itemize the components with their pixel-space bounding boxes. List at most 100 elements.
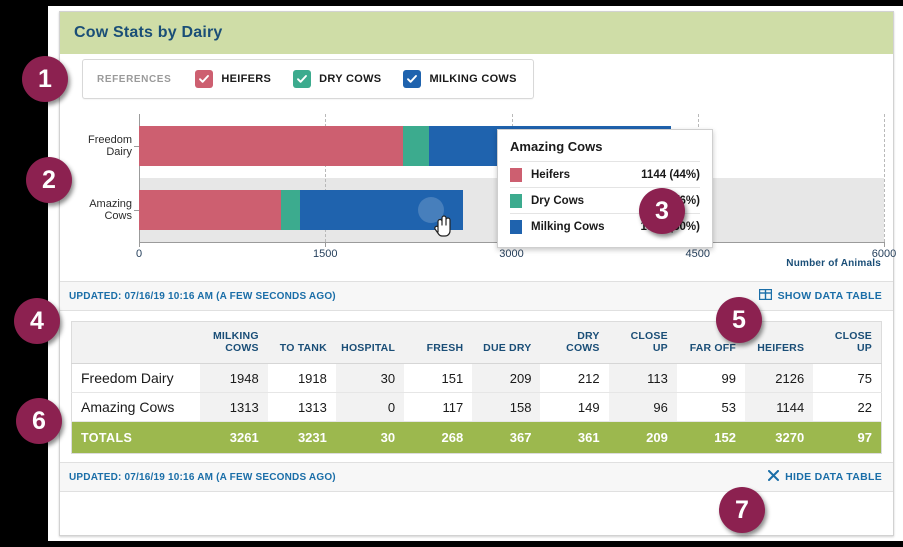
tooltip-label: Milking Cows xyxy=(531,221,605,233)
page-title: Cow Stats by Dairy xyxy=(74,24,223,41)
chart-x-tick-label: 3000 xyxy=(499,248,524,260)
table-cell: 212 xyxy=(540,363,609,393)
table-header-cell: DUE DRY xyxy=(472,321,541,364)
table-totals-cell: 152 xyxy=(676,421,745,454)
table-totals-cell: 30 xyxy=(335,421,405,454)
table-grid-icon xyxy=(758,288,772,303)
status-bar-bottom: UPDATED: 07/16/19 10:16 AM (A FEW SECOND… xyxy=(60,462,893,492)
tooltip-label: Heifers xyxy=(531,169,570,181)
table-header-cell: TO TANK xyxy=(267,321,336,364)
show-data-table-button[interactable]: SHOW DATA TABLE xyxy=(758,288,882,303)
callout-badge-1: 1 xyxy=(22,56,68,102)
table-row-label: Freedom Dairy xyxy=(71,363,200,393)
chart-tooltip: Amazing Cows Heifers 1144 (44%) Dry Cows… xyxy=(497,129,713,248)
table-header-cell: MILKING COWS xyxy=(199,321,268,364)
legend-item-heifers[interactable]: HEIFERS xyxy=(195,70,271,88)
table-header-cell: FRESH xyxy=(404,321,473,364)
chart-category-tick xyxy=(134,210,139,211)
chart-x-tick-label: 6000 xyxy=(871,248,897,260)
callout-badge-3: 3 xyxy=(639,188,685,234)
callout-badge-2: 2 xyxy=(26,157,72,203)
tooltip-swatch-icon xyxy=(510,220,522,234)
callout-badge-6: 6 xyxy=(16,398,62,444)
callout-badge-7: 7 xyxy=(719,487,765,533)
mouse-cursor xyxy=(432,212,454,243)
table-totals-cell: 3261 xyxy=(199,421,268,454)
tooltip-value: 1144 (44%) xyxy=(641,169,700,181)
chart-category-label: Freedom Dairy xyxy=(87,134,132,158)
tooltip-row-heifers: Heifers 1144 (44%) xyxy=(510,161,700,187)
references-label: REFERENCES xyxy=(97,73,172,85)
table-totals-cell: 3231 xyxy=(267,421,336,454)
chart-segment-dry-cows[interactable] xyxy=(281,190,300,230)
data-table: MILKING COWS TO TANK HOSPITAL FRESH DUE … xyxy=(71,321,882,454)
chart-segment-heifers[interactable] xyxy=(139,190,282,230)
legend-item-milking-cows[interactable]: MILKING COWS xyxy=(403,70,516,88)
chart-x-tick xyxy=(325,242,327,247)
table-cell: 22 xyxy=(813,392,882,422)
table-totals-cell: 367 xyxy=(472,421,541,454)
table-row: Amazing Cows 1313 1313 0 117 158 149 96 … xyxy=(71,392,882,422)
hide-data-table-button[interactable]: HIDE DATA TABLE xyxy=(768,470,882,484)
stacked-bar-chart: 0 1500 3000 4500 6000 Freedom Dairy Amazing Co… xyxy=(72,106,896,281)
references-row: REFERENCES HEIFERS DRY COWS xyxy=(60,54,893,106)
chart-category-tick xyxy=(134,146,139,147)
table-cell: 0 xyxy=(335,392,405,422)
hide-data-table-label: HIDE DATA TABLE xyxy=(785,471,882,483)
table-header-cell: HOSPITAL xyxy=(335,321,405,364)
callout-badge-5: 5 xyxy=(716,297,762,343)
table-cell: 113 xyxy=(608,363,677,393)
cow-stats-card: Cow Stats by Dairy REFERENCES HEIFERS DR… xyxy=(59,11,896,536)
checkbox-checked-icon[interactable] xyxy=(403,70,422,88)
tooltip-swatch-icon xyxy=(510,194,522,208)
table-header-cell: CLOSE UP xyxy=(608,321,677,364)
table-totals-cell: 209 xyxy=(608,421,677,454)
table-cell: 1313 xyxy=(267,392,336,422)
chart-hover-highlight xyxy=(417,197,444,223)
table-totals-cell: 268 xyxy=(404,421,473,454)
table-cell: 53 xyxy=(676,392,745,422)
close-x-icon xyxy=(768,470,780,484)
table-header-cell: DRY COWS xyxy=(540,321,609,364)
card-header: Cow Stats by Dairy xyxy=(60,12,893,54)
chart-segment-milking-cows[interactable] xyxy=(299,190,463,230)
table-cell: 1918 xyxy=(267,363,336,393)
table-row: Freedom Dairy 1948 1918 30 151 209 212 1… xyxy=(71,363,882,393)
legend-item-dry-cows[interactable]: DRY COWS xyxy=(293,70,381,88)
table-cell: 151 xyxy=(404,363,473,393)
chart-x-tick-label: 0 xyxy=(135,248,143,260)
legend-label-milking-cows: MILKING COWS xyxy=(429,73,517,85)
chart-category-label: Amazing Cows xyxy=(89,198,132,222)
references-box: REFERENCES HEIFERS DRY COWS xyxy=(82,59,534,99)
table-cell: 1948 xyxy=(199,363,268,393)
legend-label-heifers: HEIFERS xyxy=(221,73,272,85)
updated-timestamp: UPDATED: 07/16/19 10:16 AM (A FEW SECOND… xyxy=(69,290,336,302)
table-cell: 2126 xyxy=(745,363,814,393)
checkbox-checked-icon[interactable] xyxy=(195,70,214,88)
chart-x-tick xyxy=(139,242,140,247)
chart-x-tick-label: 4500 xyxy=(685,248,710,260)
legend-label-dry-cows: DRY COWS xyxy=(319,73,382,85)
table-totals-label: TOTALS xyxy=(71,421,200,454)
table-cell: 1144 xyxy=(745,392,814,422)
chart-bar-amazing-cows[interactable] xyxy=(139,190,884,230)
checkbox-checked-icon[interactable] xyxy=(293,70,312,88)
chart-x-tick xyxy=(884,242,885,247)
table-cell: 117 xyxy=(404,392,473,422)
table-cell: 30 xyxy=(335,363,405,393)
chart-segment-dry-cows[interactable] xyxy=(402,126,430,166)
table-totals-cell: 361 xyxy=(540,421,609,454)
table-totals-cell: 97 xyxy=(813,421,882,454)
chart-gridline xyxy=(325,114,327,242)
tooltip-title: Amazing Cows xyxy=(510,139,603,154)
table-header-cell: CLOSE UP xyxy=(813,321,882,364)
chart-x-axis-title: Number of Animals xyxy=(786,258,881,269)
table-cell: 75 xyxy=(813,363,882,393)
chart-x-tick-label: 1500 xyxy=(313,248,338,260)
tooltip-swatch-icon xyxy=(510,168,522,182)
table-cell: 209 xyxy=(472,363,541,393)
table-totals-cell: 3270 xyxy=(745,421,814,454)
chart-segment-heifers[interactable] xyxy=(139,126,403,166)
data-table-container: MILKING COWS TO TANK HOSPITAL FRESH DUE … xyxy=(60,311,893,462)
